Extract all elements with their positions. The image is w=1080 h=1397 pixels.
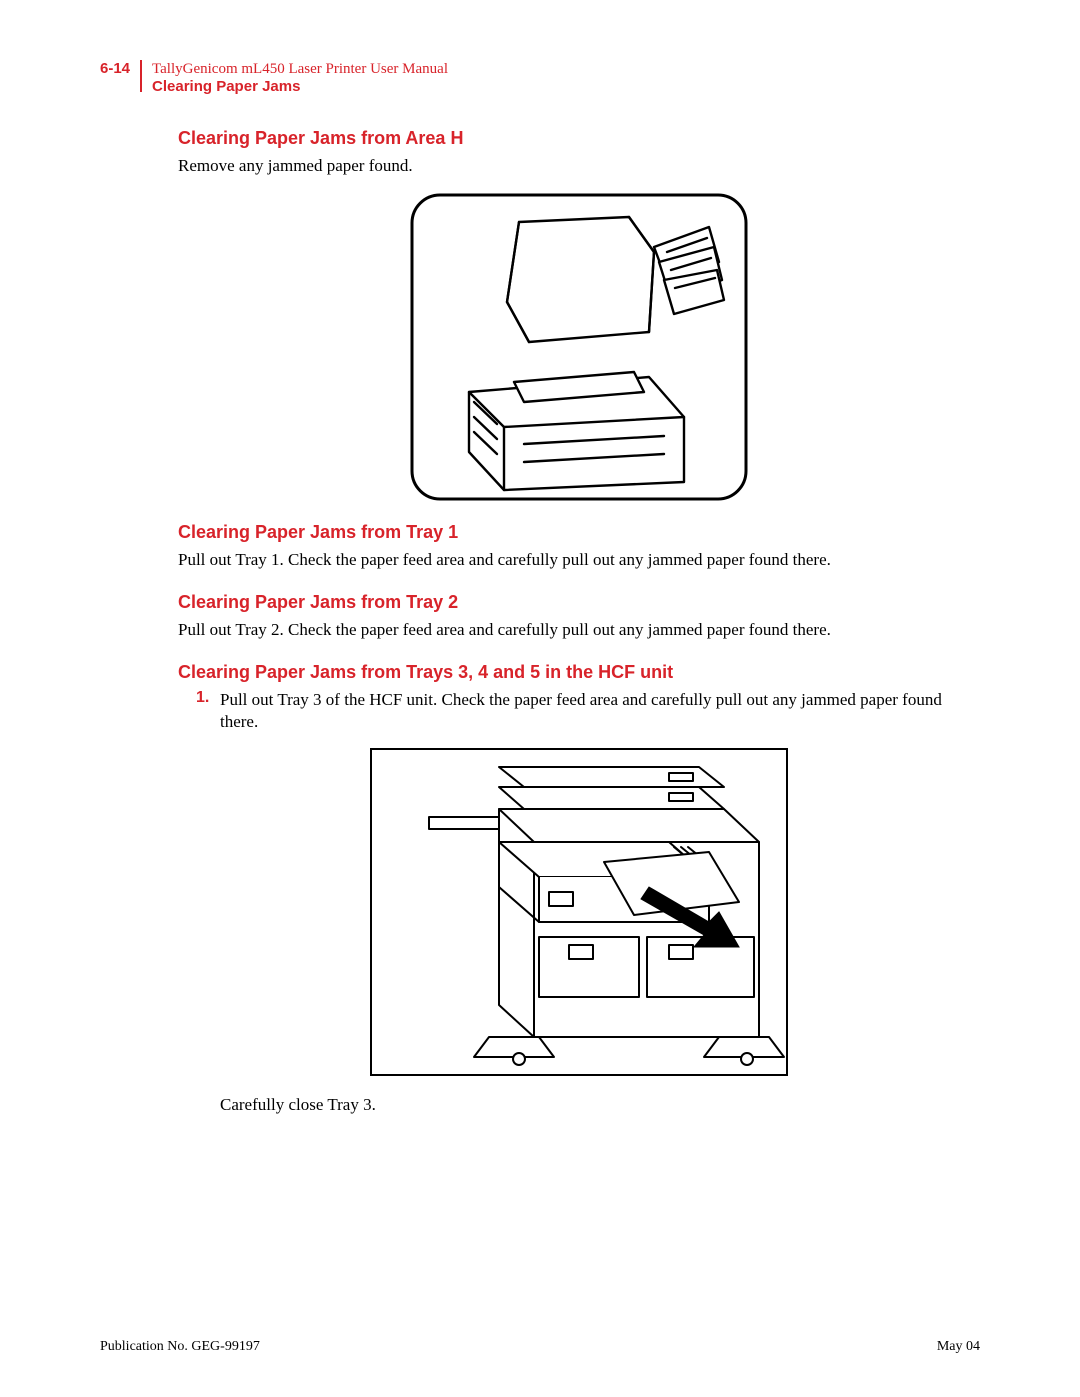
heading-area-h: Clearing Paper Jams from Area H bbox=[178, 128, 980, 149]
figure-area-h bbox=[178, 192, 980, 502]
heading-tray1: Clearing Paper Jams from Tray 1 bbox=[178, 522, 980, 543]
caption-hcf: Carefully close Tray 3. bbox=[220, 1095, 980, 1115]
manual-title: TallyGenicom mL450 Laser Printer User Ma… bbox=[152, 60, 448, 78]
heading-hcf: Clearing Paper Jams from Trays 3, 4 and … bbox=[178, 662, 980, 683]
page-footer: Publication No. GEG-99197 May 04 bbox=[100, 1339, 980, 1355]
step-text: Pull out Tray 3 of the HCF unit. Check t… bbox=[220, 689, 980, 733]
body-area-h: Remove any jammed paper found. bbox=[178, 155, 980, 178]
section-title: Clearing Paper Jams bbox=[152, 78, 448, 96]
heading-tray2: Clearing Paper Jams from Tray 2 bbox=[178, 592, 980, 613]
footer-right: May 04 bbox=[937, 1339, 980, 1355]
header-text-block: TallyGenicom mL450 Laser Printer User Ma… bbox=[152, 60, 448, 96]
body-tray1: Pull out Tray 1. Check the paper feed ar… bbox=[178, 549, 980, 572]
step-1: 1. Pull out Tray 3 of the HCF unit. Chec… bbox=[196, 689, 980, 733]
page-number: 6-14 bbox=[100, 60, 140, 77]
body-tray2: Pull out Tray 2. Check the paper feed ar… bbox=[178, 619, 980, 642]
figure-hcf bbox=[178, 747, 980, 1077]
printer-area-h-icon bbox=[409, 192, 749, 502]
page-header: 6-14 TallyGenicom mL450 Laser Printer Us… bbox=[100, 60, 980, 96]
footer-left: Publication No. GEG-99197 bbox=[100, 1339, 260, 1355]
header-divider bbox=[140, 60, 142, 92]
manual-page: 6-14 TallyGenicom mL450 Laser Printer Us… bbox=[0, 0, 1080, 1397]
printer-hcf-icon bbox=[369, 747, 789, 1077]
step-number: 1. bbox=[196, 689, 220, 733]
page-content: Clearing Paper Jams from Area H Remove a… bbox=[100, 128, 980, 1115]
